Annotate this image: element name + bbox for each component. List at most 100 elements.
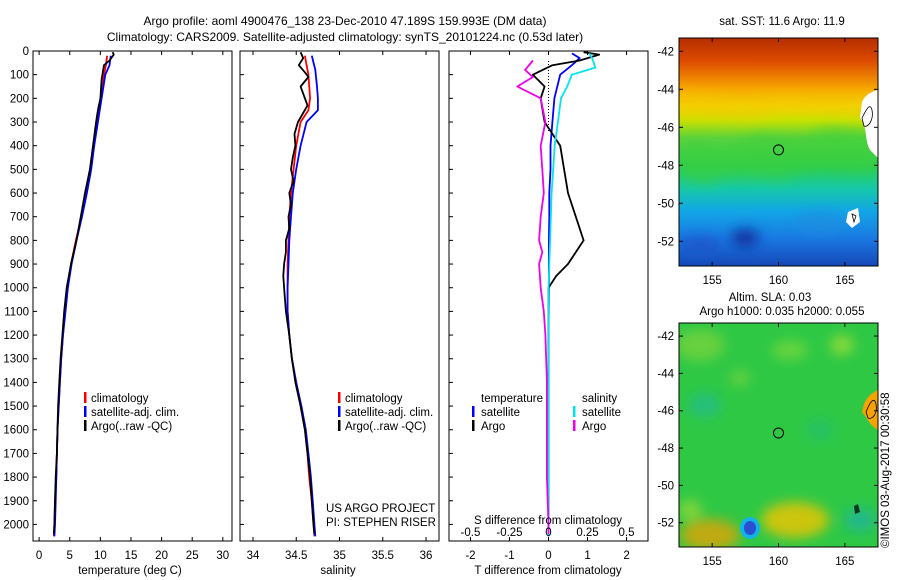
lon-tick-label: 160	[769, 556, 788, 568]
s-difference-tick-label: 0.25	[576, 527, 598, 539]
s-difference-tick-label: -0.25	[496, 527, 522, 539]
pi-credit: PI: STEPHEN RISER	[326, 517, 436, 529]
sst-map-axes: 155 160 165 -42 -44 -46 -48 -50 -52	[657, 38, 878, 287]
depth-tick-label: 2000	[3, 519, 29, 531]
legend-swatch-t-argo	[472, 420, 475, 431]
depth-tick-label: 100	[10, 70, 29, 82]
salinity-panel-frame	[239, 50, 440, 542]
depth-tick-label: 300	[10, 117, 29, 129]
legend-swatch-s-argo	[573, 420, 576, 431]
series-line-argo-raw-qc-	[282, 51, 316, 534]
series-line-argo	[532, 51, 601, 534]
legend-swatch-argo	[338, 420, 341, 431]
legend-swatch-climatology	[84, 392, 87, 403]
legend-swatch-t-satellite	[472, 406, 475, 417]
legend-swatch-satellite	[338, 406, 341, 417]
legend-label-climatology: climatology	[345, 393, 403, 405]
x-tick-label: 2	[623, 550, 629, 562]
depth-tick-label: 900	[10, 259, 29, 271]
lat-tick-label: -46	[657, 122, 674, 134]
s-difference-axis-label: S difference from climatology	[474, 515, 622, 527]
s-difference-tick-label: 0	[545, 527, 551, 539]
x-tick-label: 5	[67, 550, 73, 562]
x-tick-label: 0	[545, 550, 551, 562]
lon-tick-label: 165	[835, 275, 854, 287]
header-line-2: Climatology: CARS2009. Satellite-adjuste…	[107, 30, 583, 44]
lat-tick-label: -52	[657, 236, 674, 248]
depth-tick-label: 400	[10, 141, 29, 153]
s-difference-tick-label: 0.5	[619, 527, 635, 539]
legend-swatch-climatology	[338, 392, 341, 403]
lat-tick-label: -50	[657, 480, 674, 492]
lat-tick-label: -44	[657, 368, 674, 380]
lat-tick-label: -52	[657, 518, 674, 530]
lat-tick-label: -44	[657, 84, 674, 96]
series-line-climatology	[52, 55, 108, 537]
project-credit: US ARGO PROJECT	[326, 503, 435, 515]
x-tick-label: -2	[465, 550, 475, 562]
lat-tick-label: -46	[657, 406, 674, 418]
lat-tick-label: -42	[657, 331, 674, 343]
lon-tick-label: 160	[769, 275, 788, 287]
depth-tick-label: 1900	[3, 496, 29, 508]
legend-label-s-argo: Argo	[582, 421, 606, 433]
legend-label-t-satellite: satellite	[481, 407, 520, 419]
x-tick-label: 10	[94, 550, 107, 562]
salinity-profile-chart: 34 34.5 35 35.5 36	[247, 51, 432, 562]
header-line-1: Argo profile: aoml 4900476_138 23-Dec-20…	[144, 14, 547, 28]
temperature-axis-label: temperature (deg C)	[78, 565, 182, 577]
depth-tick-label: 600	[10, 188, 29, 200]
depth-tick-label: 700	[10, 212, 29, 224]
legend-label-satellite: satellite-adj. clim.	[91, 407, 179, 419]
legend-title-temperature: temperature	[481, 393, 543, 405]
sla-map-subtitle: Argo h1000: 0.035 h2000: 0.055	[700, 306, 865, 318]
lon-tick-label: 155	[703, 556, 722, 568]
series-line-satellite-adj-clim-	[53, 55, 112, 537]
float-location-marker	[773, 427, 784, 439]
imos-timestamp: ©IMOS 03-Aug-2017 00:30:58	[880, 392, 892, 548]
legend-label-t-argo: Argo	[481, 421, 505, 433]
x-tick-label: 34	[247, 550, 260, 562]
series-line-argo	[516, 59, 550, 534]
x-tick-label: -1	[504, 550, 514, 562]
series-line-satellite	[547, 52, 581, 537]
depth-tick-label: 1400	[3, 377, 29, 389]
depth-tick-label: 1100	[4, 306, 29, 318]
x-tick-label: 25	[186, 550, 199, 562]
temperature-legend: climatology satellite-adj. clim. Argo(..…	[84, 392, 179, 433]
depth-tick-label: 1700	[3, 448, 29, 460]
depth-tick-label: 1800	[3, 472, 29, 484]
t-difference-axis-label: T difference from climatology	[474, 565, 621, 577]
legend-swatch-satellite	[84, 406, 87, 417]
depth-tick-label: 1300	[3, 354, 29, 366]
x-tick-label: 1	[584, 550, 590, 562]
depth-tick-label: 200	[10, 93, 29, 105]
depth-tick-label: 1200	[3, 330, 29, 342]
lon-tick-label: 155	[703, 275, 722, 287]
depth-tick-label: 500	[10, 164, 29, 176]
s-difference-tick-label: -0.5	[461, 527, 481, 539]
sla-map-title: Altim. SLA: 0.03	[729, 292, 811, 304]
x-tick-label: 0	[36, 550, 42, 562]
difference-legend: temperature salinity satellite Argo sate…	[472, 393, 621, 433]
x-tick-label: 35.5	[372, 550, 394, 562]
temperature-panel-frame	[32, 50, 233, 542]
x-tick-label: 20	[155, 550, 168, 562]
float-location-marker	[773, 144, 784, 156]
sst-map-title: sat. SST: 11.6 Argo: 11.9	[719, 16, 845, 28]
lat-tick-label: -50	[657, 198, 674, 210]
legend-swatch-s-satellite	[573, 406, 576, 417]
legend-label-argo: Argo(..raw -QC)	[91, 421, 172, 433]
depth-tick-label: 0	[23, 46, 29, 58]
legend-label-argo: Argo(..raw -QC)	[345, 421, 426, 433]
legend-label-climatology: climatology	[91, 393, 149, 405]
depth-tick-label: 1600	[3, 425, 29, 437]
series-line-satellite-adj-clim-	[286, 55, 319, 537]
salinity-axis-label: salinity	[320, 565, 355, 577]
sla-map-image	[679, 323, 878, 547]
legend-label-satellite: satellite-adj. clim.	[345, 407, 433, 419]
legend-swatch-argo	[84, 420, 87, 431]
x-tick-label: 30	[216, 550, 229, 562]
lat-tick-label: -48	[657, 160, 674, 172]
